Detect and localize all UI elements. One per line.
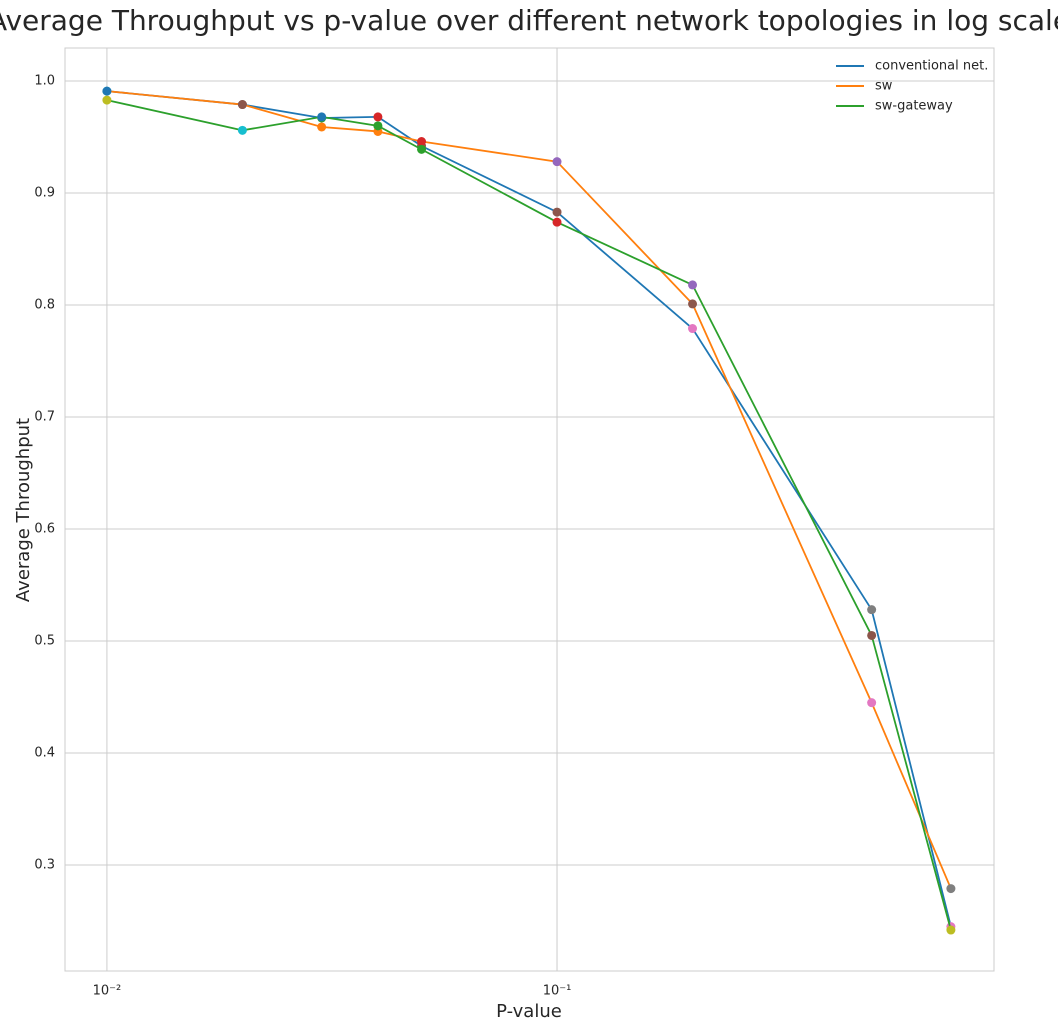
y-axis-label: Average Throughput <box>13 418 34 602</box>
chart-title: Average Throughput vs p-value over diffe… <box>0 4 1058 37</box>
x-axis-label: P-value <box>496 1001 562 1022</box>
data-point <box>417 144 427 154</box>
data-point <box>417 137 427 147</box>
data-point <box>867 698 877 708</box>
y-tick-label: 0.6 <box>34 522 55 537</box>
plot-frame <box>64 47 995 972</box>
data-point <box>552 157 562 167</box>
y-tick-label: 0.5 <box>34 634 55 649</box>
series-line <box>106 90 952 927</box>
y-tick-label: 0.3 <box>34 858 55 873</box>
data-point <box>867 605 877 615</box>
data-point <box>946 884 956 894</box>
legend-label: sw-gateway <box>875 99 953 114</box>
data-point <box>102 86 112 96</box>
data-point <box>237 100 247 110</box>
data-point <box>552 217 562 227</box>
series-line <box>106 99 952 931</box>
data-point <box>102 95 112 105</box>
y-tick-label: 0.8 <box>34 298 55 313</box>
data-point <box>373 112 383 122</box>
x-tick-label: 10⁻² <box>93 984 122 999</box>
legend-label: sw <box>875 79 893 94</box>
data-point <box>867 630 877 640</box>
y-tick-label: 0.4 <box>34 746 55 761</box>
data-point <box>373 121 383 131</box>
data-point <box>552 207 562 217</box>
data-point <box>688 299 698 309</box>
legend-label: conventional net. <box>875 59 988 74</box>
data-point <box>317 122 327 132</box>
data-point <box>688 280 698 290</box>
y-tick-label: 0.7 <box>34 410 55 425</box>
data-point <box>946 925 956 935</box>
data-point <box>688 324 698 334</box>
series-line <box>106 90 952 889</box>
data-point <box>237 125 247 135</box>
y-tick-label: 0.9 <box>34 186 55 201</box>
x-tick-label: 10⁻¹ <box>543 984 572 999</box>
data-point <box>317 112 327 122</box>
y-tick-label: 1.0 <box>34 74 55 89</box>
